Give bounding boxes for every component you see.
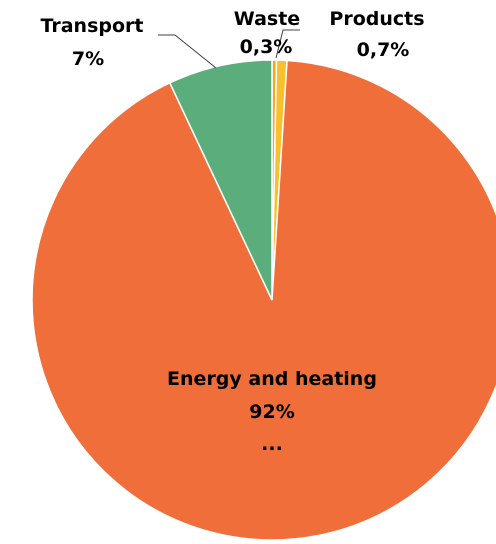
label-waste-name: Waste [234,8,300,30]
label-products-value: 0,7% [357,39,410,61]
label-energy-name: Energy and heating [167,368,377,390]
slice-labels: Transport 7% Waste 0,3% Products 0,7% En… [40,8,424,455]
leader-lines [158,29,300,69]
label-transport-value: 7% [72,48,104,70]
label-waste-value: 0,3% [240,36,293,58]
pie-slices [31,59,496,541]
label-energy-extra: ... [261,433,283,455]
label-products-name: Products [329,8,424,30]
pie-slice-energy-and-heating [31,59,496,541]
pie-slice-transport [168,59,273,301]
label-energy-value: 92% [249,401,294,423]
leader-line-waste [275,29,300,59]
leader-line-transport [158,34,217,69]
label-transport-name: Transport [40,15,143,37]
